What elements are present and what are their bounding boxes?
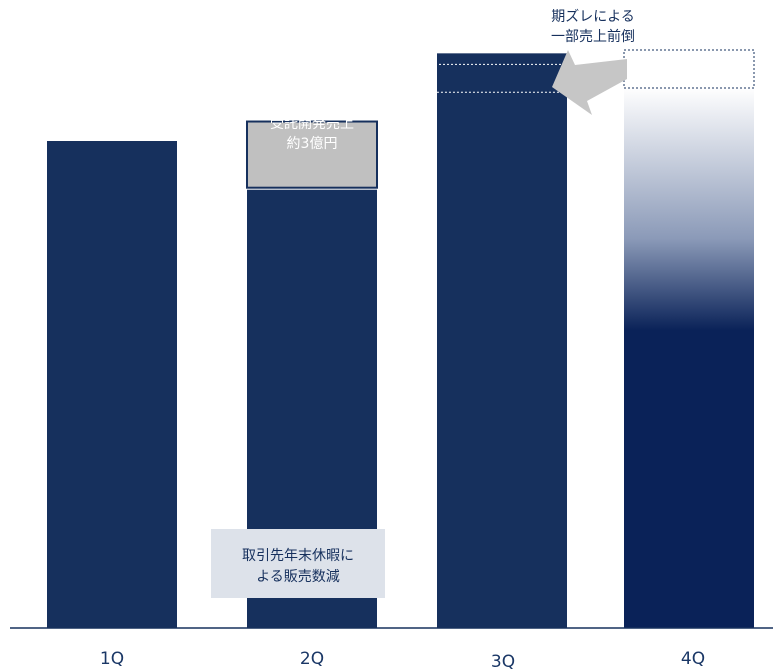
bar-3q-pulled-forward-segment: [434, 63, 570, 93]
contract-dev-label-line1: 受託開発売上: [270, 116, 354, 132]
bar-4q: [624, 87, 754, 628]
holiday-label-line1: 取引先年末休暇に: [242, 548, 354, 564]
tick-label-3q: 3Q: [491, 652, 515, 669]
bar-1q: [47, 141, 177, 628]
bar-2q-contract-segment: [246, 120, 378, 189]
bar-4q-gap-segment: [623, 49, 755, 89]
holiday-label-line2: よる販売数減: [256, 568, 340, 585]
shift-arrow: [552, 50, 627, 115]
timing-label-line1: 期ズレによる: [551, 9, 635, 25]
bar-3q: [437, 53, 567, 628]
tick-label-2q: 2Q: [300, 649, 324, 669]
tick-label-4q: 4Q: [681, 649, 705, 669]
tick-label-1q: 1Q: [100, 649, 124, 669]
timing-label-line2: 一部売上前倒: [551, 28, 635, 45]
contract-dev-label-line2: 約3億円: [287, 136, 338, 152]
holiday-annotation-box: [211, 529, 385, 598]
